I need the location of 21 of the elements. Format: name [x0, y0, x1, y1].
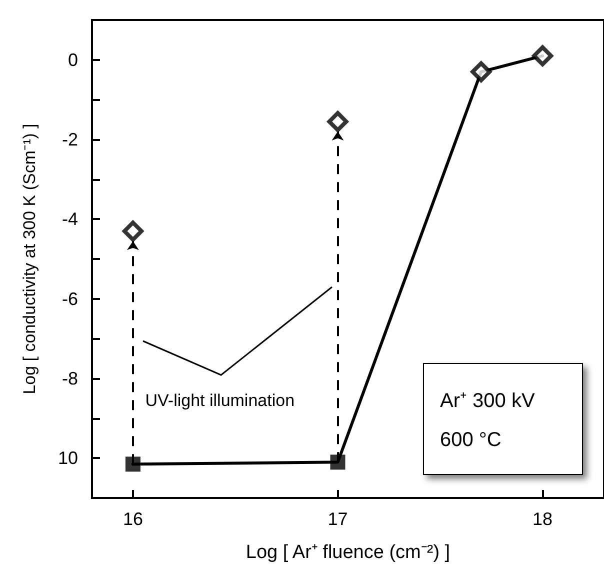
y-tick-label: -8: [62, 368, 78, 388]
x-tick-label: 18: [532, 509, 553, 529]
y-tick-label: -2: [62, 130, 78, 150]
x-tick-label: 17: [328, 509, 348, 529]
y-tick-label: 10: [58, 448, 78, 468]
point: [125, 456, 140, 472]
y-axis-title: Log [ conductivity at 300 K (Scm⁻¹) ]: [20, 124, 39, 394]
note-box: Ar⁺ 300 kV 600 °C: [423, 363, 583, 475]
y-tick-label: -6: [62, 288, 78, 309]
annotation: 600 °C: [439, 428, 502, 453]
x-tick-label: 16: [122, 509, 143, 529]
point: [330, 454, 346, 470]
point: [470, 61, 492, 82]
y-tick-label: 0: [68, 50, 78, 70]
y-tick-label: -4: [62, 209, 78, 230]
point: [532, 45, 554, 66]
annotation: UV-light illumination: [145, 391, 295, 412]
point: [122, 220, 144, 242]
annotation: Ar⁺ 300 kV: [439, 389, 536, 414]
point: [327, 111, 348, 132]
x-axis-title: Log [ Ar⁺ fluence (cm⁻²) ]: [246, 542, 450, 563]
